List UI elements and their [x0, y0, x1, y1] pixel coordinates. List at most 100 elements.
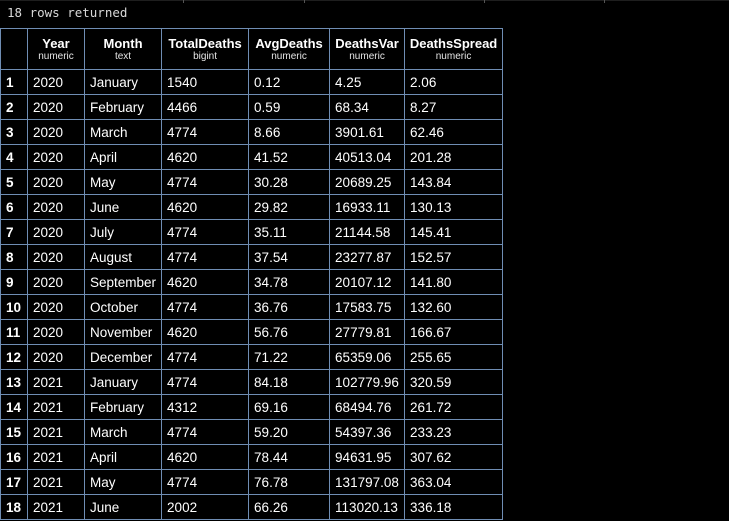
total-deaths-cell[interactable]: 4774: [161, 419, 250, 445]
total-deaths-cell[interactable]: 4620: [161, 444, 250, 470]
deaths-var-cell[interactable]: 16933.11: [329, 194, 406, 220]
deaths-spread-cell[interactable]: 2.06: [404, 69, 504, 95]
year-cell[interactable]: 2020: [27, 119, 85, 145]
total-deaths-cell[interactable]: 4620: [161, 319, 250, 345]
year-cell[interactable]: 2020: [27, 169, 85, 195]
deaths-spread-cell[interactable]: 132.60: [404, 294, 504, 320]
total-deaths-cell[interactable]: 4620: [161, 269, 250, 295]
row-number-cell[interactable]: 15: [0, 419, 28, 445]
row-number-cell[interactable]: 11: [0, 319, 28, 345]
deaths-spread-cell[interactable]: 143.84: [404, 169, 504, 195]
deaths-var-cell[interactable]: 27779.81: [329, 319, 406, 345]
month-cell[interactable]: February: [83, 94, 163, 120]
avg-deaths-cell[interactable]: 69.16: [248, 394, 331, 420]
year-cell[interactable]: 2020: [27, 344, 85, 370]
row-number-cell[interactable]: 14: [0, 394, 28, 420]
row-number-cell[interactable]: 12: [0, 344, 28, 370]
avg-deaths-cell[interactable]: 78.44: [248, 444, 331, 470]
month-cell[interactable]: September: [83, 269, 163, 295]
total-deaths-cell[interactable]: 4774: [161, 369, 250, 395]
month-cell[interactable]: February: [83, 394, 163, 420]
deaths-var-cell[interactable]: 17583.75: [329, 294, 406, 320]
deaths-spread-cell[interactable]: 261.72: [404, 394, 504, 420]
column-header-month[interactable]: Month text: [83, 28, 163, 70]
total-deaths-cell[interactable]: 1540: [161, 69, 250, 95]
table-row[interactable]: 17 2021 May 4774 76.78 131797.08 363.04: [0, 469, 504, 495]
table-row[interactable]: 11 2020 November 4620 56.76 27779.81 166.67: [0, 319, 504, 345]
row-number-cell[interactable]: 7: [0, 219, 28, 245]
month-cell[interactable]: November: [83, 319, 163, 345]
avg-deaths-cell[interactable]: 36.76: [248, 294, 331, 320]
table-row[interactable]: 4 2020 April 4620 41.52 40513.04 201.28: [0, 144, 504, 170]
deaths-var-cell[interactable]: 113020.13: [329, 494, 406, 520]
avg-deaths-cell[interactable]: 84.18: [248, 369, 331, 395]
total-deaths-cell[interactable]: 4774: [161, 344, 250, 370]
avg-deaths-cell[interactable]: 76.78: [248, 469, 331, 495]
total-deaths-cell[interactable]: 4774: [161, 244, 250, 270]
column-header-deathsspread[interactable]: DeathsSpread numeric: [404, 28, 504, 70]
deaths-spread-cell[interactable]: 363.04: [404, 469, 504, 495]
row-number-cell[interactable]: 8: [0, 244, 28, 270]
month-cell[interactable]: June: [83, 494, 163, 520]
table-row[interactable]: 2 2020 February 4466 0.59 68.34 8.27: [0, 94, 504, 120]
month-cell[interactable]: May: [83, 469, 163, 495]
total-deaths-cell[interactable]: 4774: [161, 294, 250, 320]
month-cell[interactable]: May: [83, 169, 163, 195]
deaths-var-cell[interactable]: 65359.06: [329, 344, 406, 370]
deaths-spread-cell[interactable]: 130.13: [404, 194, 504, 220]
deaths-var-cell[interactable]: 20689.25: [329, 169, 406, 195]
row-number-cell[interactable]: 6: [0, 194, 28, 220]
month-cell[interactable]: January: [83, 69, 163, 95]
row-number-cell[interactable]: 4: [0, 144, 28, 170]
table-row[interactable]: 12 2020 December 4774 71.22 65359.06 255.65: [0, 344, 504, 370]
row-number-cell[interactable]: 10: [0, 294, 28, 320]
row-number-cell[interactable]: 2: [0, 94, 28, 120]
deaths-var-cell[interactable]: 40513.04: [329, 144, 406, 170]
avg-deaths-cell[interactable]: 29.82: [248, 194, 331, 220]
year-cell[interactable]: 2020: [27, 94, 85, 120]
table-row[interactable]: 5 2020 May 4774 30.28 20689.25 143.84: [0, 169, 504, 195]
total-deaths-cell[interactable]: 4774: [161, 169, 250, 195]
avg-deaths-cell[interactable]: 0.12: [248, 69, 331, 95]
year-cell[interactable]: 2021: [27, 444, 85, 470]
deaths-var-cell[interactable]: 20107.12: [329, 269, 406, 295]
total-deaths-cell[interactable]: 4620: [161, 194, 250, 220]
row-number-cell[interactable]: 5: [0, 169, 28, 195]
year-cell[interactable]: 2020: [27, 69, 85, 95]
deaths-var-cell[interactable]: 4.25: [329, 69, 406, 95]
deaths-spread-cell[interactable]: 255.65: [404, 344, 504, 370]
avg-deaths-cell[interactable]: 37.54: [248, 244, 331, 270]
year-cell[interactable]: 2021: [27, 369, 85, 395]
avg-deaths-cell[interactable]: 66.26: [248, 494, 331, 520]
month-cell[interactable]: December: [83, 344, 163, 370]
total-deaths-cell[interactable]: 4774: [161, 219, 250, 245]
deaths-var-cell[interactable]: 68494.76: [329, 394, 406, 420]
row-number-cell[interactable]: 18: [0, 494, 28, 520]
deaths-var-cell[interactable]: 102779.96: [329, 369, 406, 395]
deaths-spread-cell[interactable]: 8.27: [404, 94, 504, 120]
total-deaths-cell[interactable]: 4466: [161, 94, 250, 120]
table-row[interactable]: 6 2020 June 4620 29.82 16933.11 130.13: [0, 194, 504, 220]
year-cell[interactable]: 2021: [27, 494, 85, 520]
deaths-var-cell[interactable]: 3901.61: [329, 119, 406, 145]
month-cell[interactable]: March: [83, 119, 163, 145]
deaths-spread-cell[interactable]: 152.57: [404, 244, 504, 270]
avg-deaths-cell[interactable]: 71.22: [248, 344, 331, 370]
year-cell[interactable]: 2020: [27, 294, 85, 320]
total-deaths-cell[interactable]: 4774: [161, 469, 250, 495]
row-number-cell[interactable]: 3: [0, 119, 28, 145]
table-row[interactable]: 10 2020 October 4774 36.76 17583.75 132.60: [0, 294, 504, 320]
row-number-header[interactable]: [0, 28, 28, 70]
deaths-spread-cell[interactable]: 233.23: [404, 419, 504, 445]
year-cell[interactable]: 2021: [27, 419, 85, 445]
month-cell[interactable]: June: [83, 194, 163, 220]
year-cell[interactable]: 2020: [27, 194, 85, 220]
column-header-deathsvar[interactable]: DeathsVar numeric: [329, 28, 406, 70]
column-header-year[interactable]: Year numeric: [27, 28, 85, 70]
deaths-spread-cell[interactable]: 166.67: [404, 319, 504, 345]
column-header-totaldeaths[interactable]: TotalDeaths bigint: [161, 28, 250, 70]
deaths-spread-cell[interactable]: 62.46: [404, 119, 504, 145]
row-number-cell[interactable]: 13: [0, 369, 28, 395]
avg-deaths-cell[interactable]: 0.59: [248, 94, 331, 120]
avg-deaths-cell[interactable]: 30.28: [248, 169, 331, 195]
